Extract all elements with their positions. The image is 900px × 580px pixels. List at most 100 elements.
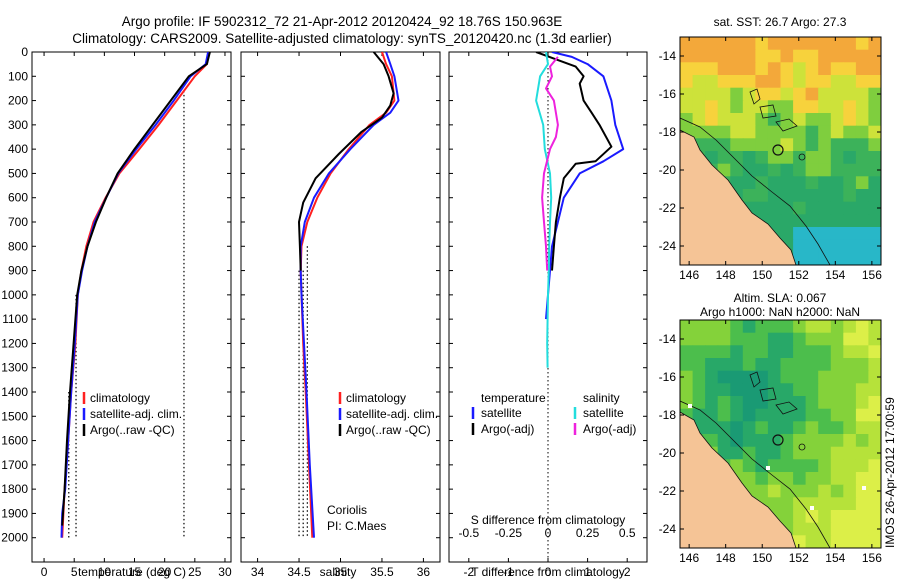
heat-cell [793, 421, 807, 435]
heat-cell [843, 408, 857, 422]
x-tick-label: 25 [188, 565, 202, 579]
y-tick-label: 100 [8, 69, 28, 83]
heat-cell [730, 75, 744, 89]
map-y-tick-label: -16 [659, 370, 677, 384]
heat-cell [780, 446, 794, 460]
series-line-salinity_satellite [535, 52, 553, 368]
heat-cell [793, 396, 807, 410]
heat-cell [818, 239, 832, 253]
heat-cell [855, 75, 870, 89]
sla-map-title-line2: Argo h1000: NaN h2000: NaN [700, 305, 860, 319]
heat-cell [780, 383, 794, 397]
series-line-salinity_argo [541, 56, 559, 271]
heat-cell [717, 358, 731, 372]
heat-cell [767, 201, 782, 215]
heat-cell [793, 522, 807, 536]
salinity-legend: climatology satellite-adj. clim. Argo(..… [338, 391, 438, 437]
heat-cell [692, 396, 706, 410]
heat-cell [730, 383, 744, 397]
heat-cell [830, 138, 844, 152]
heat-cell [855, 446, 870, 460]
y-tick-label: 600 [8, 191, 28, 205]
heat-cell [868, 522, 881, 536]
y-tick-label: 1200 [1, 336, 28, 350]
heat-cell [830, 49, 844, 63]
heat-cell [755, 472, 769, 486]
sla-land [680, 412, 796, 548]
heat-cell [705, 332, 719, 346]
heat-cell [868, 75, 881, 89]
sla-reef-3 [775, 401, 798, 415]
heat-cell [818, 383, 832, 397]
heat-cell [855, 227, 870, 241]
heat-cell [780, 408, 794, 422]
heat-cell [767, 370, 782, 384]
heat-cell [705, 358, 719, 372]
legend-t-argo-label: Argo(-adj) [481, 422, 534, 436]
heat-cell [692, 332, 706, 346]
heat-cell [818, 421, 832, 435]
y-tick-label: 1800 [1, 482, 28, 496]
heat-cell [705, 138, 719, 152]
heat-cell [868, 332, 881, 346]
heat-cell [780, 138, 794, 152]
heat-cell [818, 227, 832, 241]
sla-shelf-contour [680, 400, 831, 548]
heat-cell [843, 125, 857, 139]
heat-cell [755, 358, 769, 372]
heat-cell [742, 320, 756, 334]
heat-cell [830, 227, 844, 241]
heat-cell [805, 176, 819, 190]
heat-cell [692, 62, 706, 76]
x-tick-label: 0 [41, 565, 48, 579]
heat-cell [742, 163, 756, 177]
heat-cell [742, 459, 756, 473]
heat-cell [855, 459, 870, 473]
difference-series [535, 52, 625, 562]
temperature-panel: 0 5 10 15 20 25 300100200300400500600700800900… [1, 45, 232, 579]
heat-cell [755, 434, 769, 448]
heat-cell [855, 522, 870, 536]
heat-cell [705, 345, 719, 359]
heat-cell [818, 113, 832, 127]
heat-cell [818, 408, 832, 422]
temperature-series [60, 52, 211, 538]
heat-cell [692, 113, 706, 127]
heat-cell [868, 358, 881, 372]
heat-cell [767, 151, 782, 165]
heat-cell [717, 370, 731, 384]
heat-cell [855, 151, 870, 165]
heat-cell [855, 434, 870, 448]
heat-cell [830, 113, 844, 127]
heat-cell [868, 239, 881, 253]
heat-cell [680, 62, 694, 76]
heat-cell [767, 189, 782, 203]
heat-cell [843, 370, 857, 384]
map-x-tick-label: 146 [679, 551, 699, 565]
sst-land [680, 130, 796, 265]
heat-cell [805, 252, 819, 265]
series-line-satellite [299, 52, 400, 538]
series-line-argo [535, 52, 613, 271]
heat-cell [805, 472, 819, 486]
heat-cell [767, 320, 782, 334]
y-tick-label: 800 [8, 239, 28, 253]
heat-cell [692, 370, 706, 384]
heat-cell [717, 100, 731, 114]
x-tick-label: 2 [624, 565, 631, 579]
y-tick-label: 1100 [2, 312, 28, 326]
heat-cell [730, 176, 744, 190]
heat-cell [717, 113, 731, 127]
heat-cell [793, 49, 807, 63]
heat-cell [805, 383, 819, 397]
sst-map-field [680, 37, 881, 265]
heat-cell [755, 75, 769, 89]
heat-cell [780, 214, 794, 228]
heat-cell [868, 62, 881, 76]
legend-climatology-label: climatology [90, 391, 150, 405]
heat-cell [818, 345, 832, 359]
x-tick-label: 5 [71, 565, 78, 579]
legend-argo-label: Argo(..raw -QC) [90, 423, 175, 437]
heat-cell [843, 459, 857, 473]
